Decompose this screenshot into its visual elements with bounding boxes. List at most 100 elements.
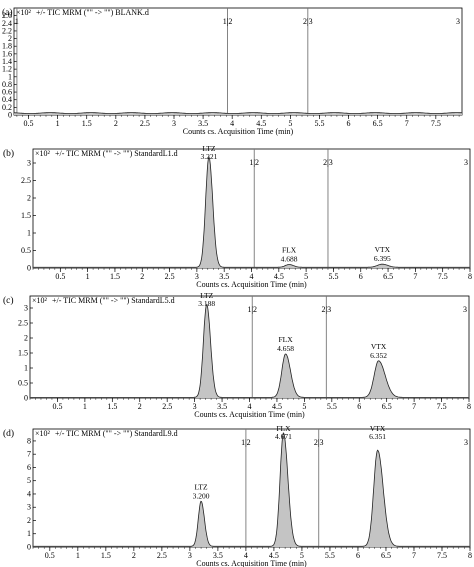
y-tick-label: 1.8 (2, 42, 12, 51)
peak-name-label: LTZ (200, 291, 213, 300)
segment-label: 3 (464, 158, 468, 167)
x-tick-label: 6 (356, 551, 360, 560)
peak-name-label: VTX (375, 245, 391, 254)
x-tick-label: 1 (86, 272, 90, 281)
x-tick-label: 2 (138, 402, 142, 411)
x-tick-label: 2 (132, 551, 136, 560)
retention-time-label: 3.200 (193, 491, 210, 500)
x-tick-label: 1 (83, 402, 87, 411)
x-tick-label: 3.5 (198, 119, 208, 128)
y-tick-label: 0 (27, 264, 31, 273)
trace-title: +/- TIC MRM ("" -> "") StandardL9.d (55, 429, 178, 438)
x-tick-label: 3.5 (219, 272, 229, 281)
x-tick-label: 1 (56, 119, 60, 128)
y-tick-label: 3 (27, 503, 31, 512)
x-tick-label: 5.5 (325, 551, 335, 560)
x-tick-label: 5 (302, 402, 306, 411)
retention-time-label: 4.671 (275, 432, 292, 441)
x-tick-label: 7 (413, 272, 417, 281)
x-tick-label: 2.5 (140, 119, 150, 128)
segment-label: 2|3 (303, 17, 313, 26)
x-tick-label: 7 (412, 402, 416, 411)
y-tick-label: 2.2 (2, 26, 12, 35)
y-scale-label: ×10² (16, 8, 32, 17)
x-tick-label: 0.5 (52, 402, 62, 411)
y-tick-label: 0.8 (2, 80, 12, 89)
y-tick-label: 2.5 (18, 319, 28, 328)
x-tick-label: 6 (347, 119, 351, 128)
x-tick-label: 3.5 (213, 551, 223, 560)
y-tick-label: 4 (27, 489, 31, 498)
x-tick-label: 7.5 (431, 119, 441, 128)
segment-label: 1|2 (241, 438, 251, 447)
x-tick-label: 4.5 (274, 272, 284, 281)
y-tick-label: 7 (27, 450, 31, 459)
peak-fill (33, 433, 470, 547)
y-scale-label: ×10² (32, 296, 48, 305)
y-tick-label: 1 (27, 229, 31, 238)
y-tick-label: 0 (8, 111, 12, 120)
x-axis-label: Counts cs. Acquisition Time (min) (183, 127, 294, 136)
x-tick-label: 6.5 (383, 272, 393, 281)
x-tick-label: 3 (188, 551, 192, 560)
peak-name-label: VTX (371, 342, 387, 351)
y-tick-label: 8 (27, 436, 31, 445)
panel-label: (a) (2, 7, 13, 18)
y-scale-label: ×10² (35, 149, 51, 158)
y-tick-label: 2.4 (2, 19, 12, 28)
trace-title: +/- TIC MRM ("" -> "") StandardL1.d (55, 149, 178, 158)
x-tick-label: 5 (300, 551, 304, 560)
x-tick-label: 4 (248, 402, 252, 411)
segment-label: 1|2 (247, 305, 257, 314)
retention-time-label: 6.351 (369, 432, 386, 441)
trace-line (33, 156, 470, 268)
y-tick-label: 2.5 (21, 176, 31, 185)
x-tick-label: 8 (468, 551, 472, 560)
x-tick-label: 2.5 (157, 551, 167, 560)
x-tick-label: 7.5 (437, 402, 447, 411)
segment-label: 3 (464, 438, 468, 447)
x-tick-label: 7.5 (437, 551, 447, 560)
x-tick-label: 7 (405, 119, 409, 128)
x-tick-label: 2.5 (162, 402, 172, 411)
segment-label: 3 (463, 305, 467, 314)
x-tick-label: 1.5 (82, 119, 92, 128)
y-tick-label: 1.5 (21, 211, 31, 220)
y-tick-label: 1.4 (2, 57, 12, 66)
x-tick-label: 5.5 (314, 119, 324, 128)
retention-time-label: 4.658 (277, 344, 294, 353)
x-axis-label: Counts cs. Acquisition Time (min) (196, 280, 307, 289)
y-tick-label: 1 (24, 364, 28, 373)
segment-label: 2|3 (323, 158, 333, 167)
y-tick-label: 1 (8, 72, 12, 81)
retention-time-label: 6.395 (374, 254, 391, 263)
x-tick-label: 7.5 (438, 272, 448, 281)
peak-name-label: VTX (370, 424, 386, 433)
x-tick-label: 3 (193, 402, 197, 411)
x-tick-label: 1.5 (110, 272, 120, 281)
x-tick-label: 0.5 (24, 119, 34, 128)
x-tick-label: 8 (467, 402, 471, 411)
x-tick-label: 5.5 (328, 272, 338, 281)
y-tick-label: 2 (27, 194, 31, 203)
x-axis-label: Counts cs. Acquisition Time (min) (194, 410, 305, 419)
x-axis-label: Counts cs. Acquisition Time (min) (196, 559, 307, 567)
y-tick-label: 3 (27, 159, 31, 168)
y-tick-label: 0 (27, 543, 31, 552)
x-tick-label: 4 (230, 119, 234, 128)
x-tick-label: 4.5 (256, 119, 266, 128)
segment-label: 1|2 (223, 17, 233, 26)
x-tick-label: 6.5 (373, 119, 383, 128)
peak-name-label: LTZ (202, 144, 215, 153)
x-tick-label: 4.5 (269, 551, 279, 560)
y-tick-label: 2 (24, 334, 28, 343)
x-tick-label: 6.5 (381, 551, 391, 560)
y-tick-label: 1 (27, 529, 31, 538)
retention-time-label: 3.221 (200, 152, 217, 161)
segment-label: 2|3 (314, 438, 324, 447)
peak-name-label: FLX (276, 424, 291, 433)
panel-label: (b) (3, 148, 14, 159)
x-tick-label: 0.5 (55, 272, 65, 281)
x-tick-label: 3 (195, 272, 199, 281)
